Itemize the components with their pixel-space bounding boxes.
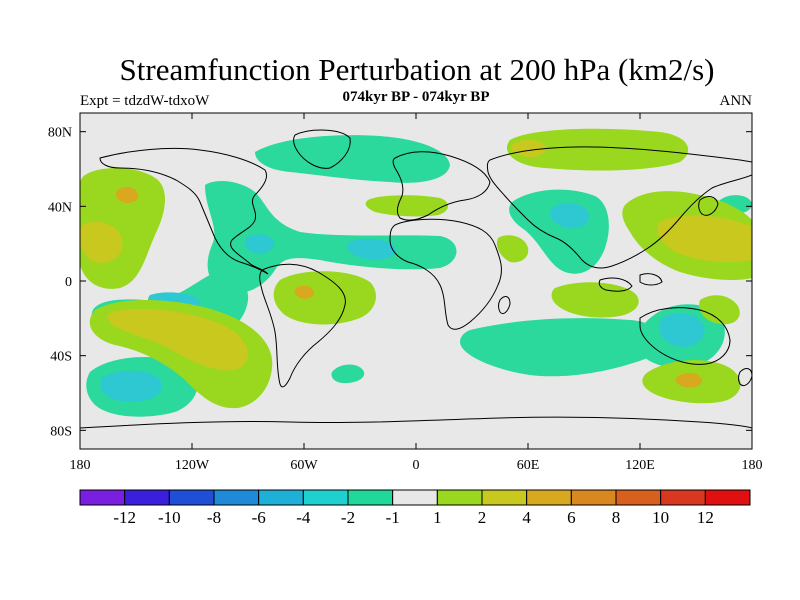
field-southern-ocean-negative (460, 318, 662, 377)
colorbar-swatch (302, 489, 349, 506)
colorbar-label: -4 (296, 508, 311, 527)
japan-coast (698, 196, 719, 216)
colorbar-swatch (704, 489, 751, 506)
madagascar-coast (498, 296, 511, 315)
colorbar-label: -8 (207, 508, 221, 527)
field-east-asia-core (657, 215, 752, 262)
field-south-america-spot (294, 285, 315, 299)
field-south-pacific-core-positive (107, 308, 248, 371)
colorbar-swatch (392, 489, 438, 506)
colorbar-swatch (526, 489, 572, 506)
new-zealand-coast (738, 368, 752, 387)
field-europe-positive (365, 195, 449, 217)
lon-tick-label: 60W (290, 458, 318, 473)
greenland-coast (293, 129, 351, 169)
colorbar-swatch (615, 489, 662, 506)
colorbar-swatch (481, 489, 528, 506)
southeast-asia-islands (598, 273, 663, 292)
lon-tick-label: 60E (517, 458, 540, 473)
lat-tick-label: 40S (50, 350, 72, 365)
field-africa-positive (496, 235, 529, 263)
field-north-pacific-spot (115, 186, 139, 204)
colorbar-swatch (436, 489, 483, 506)
colorbar-label: 1 (433, 508, 442, 527)
colorbar-label: 4 (522, 508, 531, 527)
field-north-atlantic-negative (255, 135, 450, 183)
colorbar-swatch (660, 489, 706, 506)
colorbar-label: 10 (652, 508, 669, 527)
season-label: ANN (719, 93, 753, 109)
colorbar-swatch (124, 489, 170, 506)
lon-tick-label: 180 (70, 458, 91, 473)
field-atlantic-core (347, 238, 397, 260)
lon-tick-label: 120E (625, 458, 655, 473)
north-america-coast (99, 147, 269, 275)
field-arctic-asia-positive (506, 128, 689, 171)
colorbar-label: -12 (113, 508, 136, 527)
colorbar: -12 -10 -8 -6 -4 -2 -1 1 2 4 6 8 10 12 (79, 489, 751, 527)
lat-tick-label: 80N (48, 126, 72, 141)
colorbar-label: -1 (386, 508, 400, 527)
australia-coast (639, 307, 731, 365)
colorbar-label: 8 (612, 508, 621, 527)
antarctica-coast (80, 416, 752, 429)
europe-coast (392, 151, 491, 221)
africa-coast (389, 218, 502, 330)
colorbar-label: -10 (158, 508, 181, 527)
lon-tick-label: 180 (742, 458, 763, 473)
colorbar-label: -6 (252, 508, 266, 527)
field-asia-core (550, 203, 589, 229)
lat-tick-label: 80S (50, 424, 72, 439)
field-southwest-pacific-spot (675, 372, 703, 388)
field-indian-east-positive (699, 295, 740, 325)
period-label: 074kyr BP - 074kyr BP (342, 89, 490, 105)
latitude-axis: 80N 40N 0 40S 80S (48, 126, 752, 439)
field-australia-core (659, 313, 705, 347)
field-north-america-negative (205, 180, 457, 294)
lon-tick-label: 0 (413, 458, 420, 473)
lat-tick-label: 40N (48, 200, 72, 215)
colorbar-label: -2 (341, 508, 355, 527)
field-south-america-positive (273, 271, 376, 325)
colorbar-swatch (79, 489, 126, 506)
colorbar-swatch (213, 489, 260, 506)
coastlines (80, 129, 752, 429)
colorbar-swatch (347, 489, 394, 506)
field-arctic-core-positive (511, 139, 546, 158)
map-title: Streamfunction Perturbation at 200 hPa (… (119, 52, 715, 87)
colorbar-swatch (258, 489, 304, 506)
field-gulf-core (244, 234, 275, 254)
longitude-axis: 180 120W 60W 0 60E 120E 180 (70, 113, 763, 473)
lat-tick-label: 0 (65, 275, 72, 290)
colorbar-label: 12 (697, 508, 714, 527)
colorbar-label: 6 (567, 508, 576, 527)
field-south-atlantic-small-negative (331, 364, 365, 384)
experiment-label: Expt = tdzdW-tdxoW (80, 93, 210, 109)
colorbar-label: 2 (478, 508, 487, 527)
asia-coast (486, 146, 752, 269)
south-america-coast (259, 263, 346, 388)
field-north-pacific-core (80, 221, 123, 263)
field-south-pacific-core (100, 370, 163, 402)
lon-tick-label: 120W (175, 458, 210, 473)
colorbar-swatch (168, 489, 215, 506)
colorbar-swatch (570, 489, 617, 506)
